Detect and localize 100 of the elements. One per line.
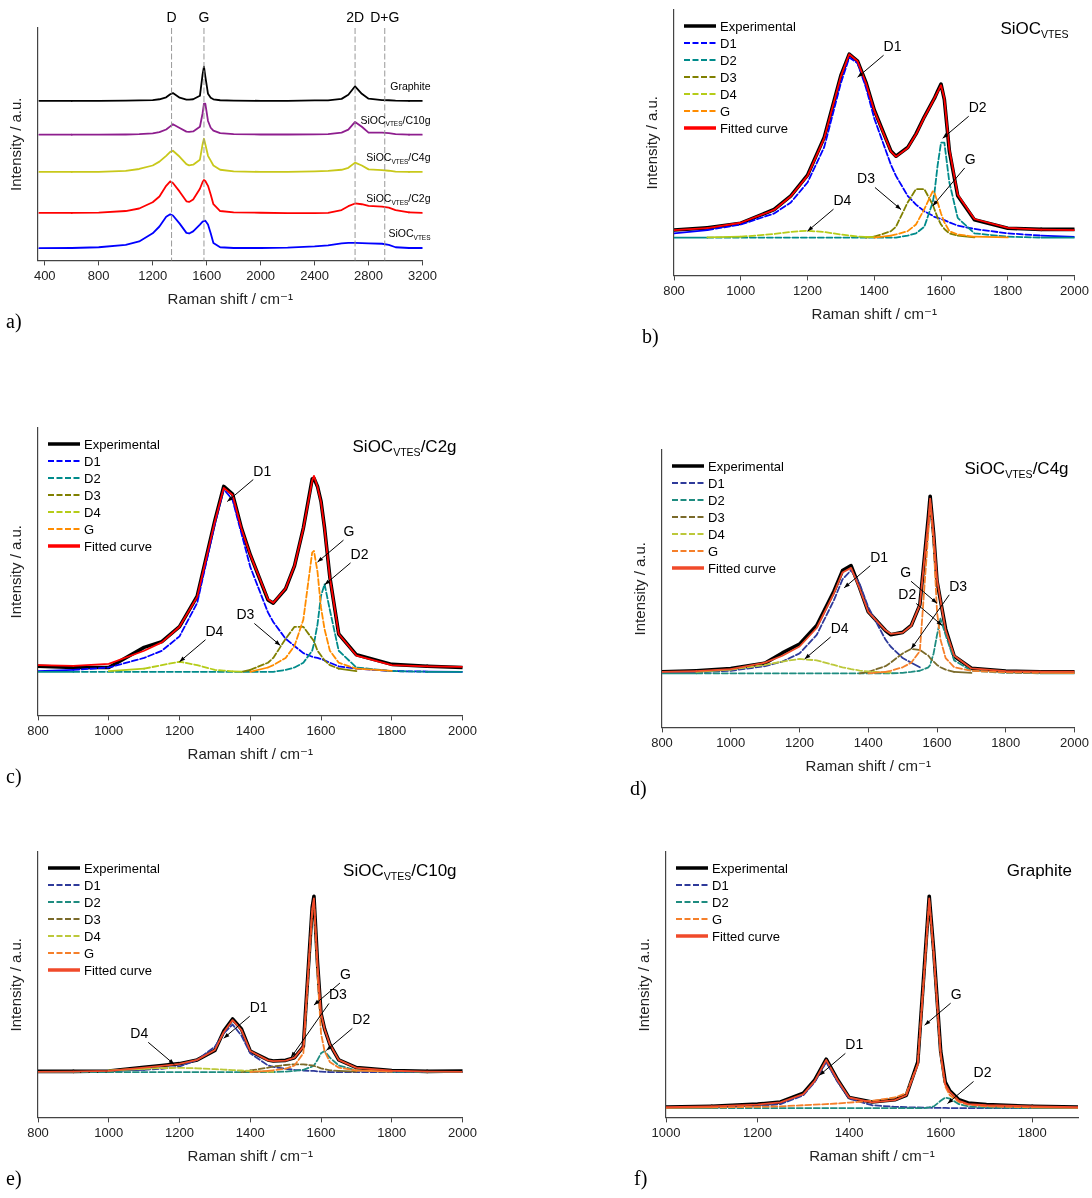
x-tick-label: 1600 <box>922 734 952 750</box>
x-tick-label: 800 <box>27 1124 49 1140</box>
x-tick-label: 2000 <box>448 1124 477 1140</box>
x-tick-label: 1400 <box>853 734 883 750</box>
annotation: D3 <box>857 170 876 187</box>
annotation: D2 <box>968 99 987 116</box>
x-tick-label: 1200 <box>165 1124 194 1140</box>
x-tick-label: 1200 <box>138 267 168 283</box>
legend-label: D4 <box>720 87 737 102</box>
x-tick-label: 1600 <box>926 1124 956 1140</box>
annotation: D1 <box>870 548 889 565</box>
x-tick-label: 1200 <box>165 722 194 738</box>
x-tick-label: 1000 <box>651 1124 681 1140</box>
x-tick-label: 1400 <box>235 1124 265 1140</box>
legend-label: D1 <box>720 36 737 51</box>
x-tick-label: 1400 <box>834 1124 864 1140</box>
legend-label: D4 <box>84 505 101 520</box>
legend-label: D1 <box>708 476 725 491</box>
annotation: D4 <box>130 1025 149 1042</box>
annotation: D4 <box>205 622 224 639</box>
legend-label: D3 <box>84 488 101 503</box>
legend-label: D3 <box>708 510 725 525</box>
legend-label: G <box>708 544 719 559</box>
text: f) <box>634 1167 648 1189</box>
legend-label: Fitted curve <box>84 963 152 978</box>
annotation: D1 <box>845 1036 864 1053</box>
text: d) <box>630 777 647 799</box>
ref-line-label: G <box>198 9 210 25</box>
legend-label: D3 <box>720 70 737 85</box>
annotation: D1 <box>883 38 902 55</box>
x-tick-label: 1800 <box>991 734 1021 750</box>
x-tick-label: 1000 <box>726 282 756 298</box>
annotation: D2 <box>350 545 369 562</box>
x-tick-label: 1600 <box>192 267 222 283</box>
legend-label: Experimental <box>712 861 788 876</box>
x-tick-label: 1600 <box>926 282 956 298</box>
legend-label: D2 <box>84 895 101 910</box>
x-tick-label: 400 <box>33 267 56 283</box>
legend-label: D4 <box>708 527 725 542</box>
x-tick-label: 1600 <box>306 1124 336 1140</box>
legend-label: G <box>720 104 731 119</box>
x-tick-label: 800 <box>27 722 49 738</box>
x-tick-label: 1800 <box>993 282 1023 298</box>
annotation: D3 <box>949 577 968 594</box>
annotation: G <box>950 986 962 1003</box>
annotation: D2 <box>898 586 917 603</box>
ref-line-label: D+G <box>370 9 400 25</box>
x-tick-label: 1000 <box>716 734 746 750</box>
legend-label: Experimental <box>84 861 160 876</box>
y-axis-title: Intensity / a.u. <box>631 542 649 636</box>
x-tick-label: 800 <box>663 282 685 298</box>
annotation: G <box>900 564 912 581</box>
x-axis-title: Raman shift / cm⁻¹ <box>809 1147 935 1165</box>
x-tick-label: 1400 <box>235 722 265 738</box>
annotation: G <box>339 966 351 983</box>
legend-label: D2 <box>720 53 737 68</box>
legend-label: Fitted curve <box>708 561 776 576</box>
legend-label: D4 <box>84 929 101 944</box>
text: c) <box>6 765 22 787</box>
annotation: D4 <box>830 619 849 636</box>
legend-label: D2 <box>712 895 729 910</box>
legend-label: Experimental <box>708 459 784 474</box>
chart-title: Graphite <box>1006 861 1072 880</box>
annotation: G <box>343 523 355 540</box>
y-axis-title: Intensity / a.u. <box>7 525 25 619</box>
x-tick-label: 2000 <box>246 267 276 283</box>
x-tick-label: 2400 <box>300 267 330 283</box>
x-tick-label: 1800 <box>377 1124 407 1140</box>
x-tick-label: 1800 <box>377 722 407 738</box>
annotation: D3 <box>328 986 348 1003</box>
x-tick-label: 2000 <box>1060 282 1089 298</box>
text: b) <box>642 325 659 347</box>
x-tick-label: 1600 <box>306 722 336 738</box>
annotation: D2 <box>973 1064 992 1081</box>
annotation: G <box>964 150 976 167</box>
y-axis-title: Intensity / a.u. <box>643 96 661 190</box>
legend-label: D1 <box>712 878 729 893</box>
x-tick-label: 1800 <box>1017 1124 1047 1140</box>
x-tick-label: 800 <box>87 267 110 283</box>
annotation: D2 <box>352 1011 371 1028</box>
legend-label: Fitted curve <box>84 539 152 554</box>
text: a) <box>6 310 22 332</box>
x-tick-label: 800 <box>651 734 673 750</box>
legend-label: G <box>712 912 723 927</box>
legend-label: Fitted curve <box>712 929 780 944</box>
x-tick-label: 2000 <box>1060 734 1089 750</box>
x-axis-title: Raman shift / cm⁻¹ <box>805 757 931 775</box>
x-tick-label: 1200 <box>793 282 822 298</box>
legend-label: G <box>84 946 95 961</box>
legend-label: D2 <box>708 493 725 508</box>
legend-label: D3 <box>84 912 101 927</box>
x-tick-label: 2000 <box>448 722 477 738</box>
legend-label: Fitted curve <box>720 121 788 136</box>
series-label: Graphite <box>390 79 431 92</box>
legend-label: D2 <box>84 471 101 486</box>
x-axis-title: Raman shift / cm⁻¹ <box>167 290 293 308</box>
x-tick-label: 1200 <box>785 734 814 750</box>
text: e) <box>6 1167 22 1189</box>
annotation: D1 <box>249 999 268 1016</box>
ref-line-label: D <box>166 9 177 25</box>
